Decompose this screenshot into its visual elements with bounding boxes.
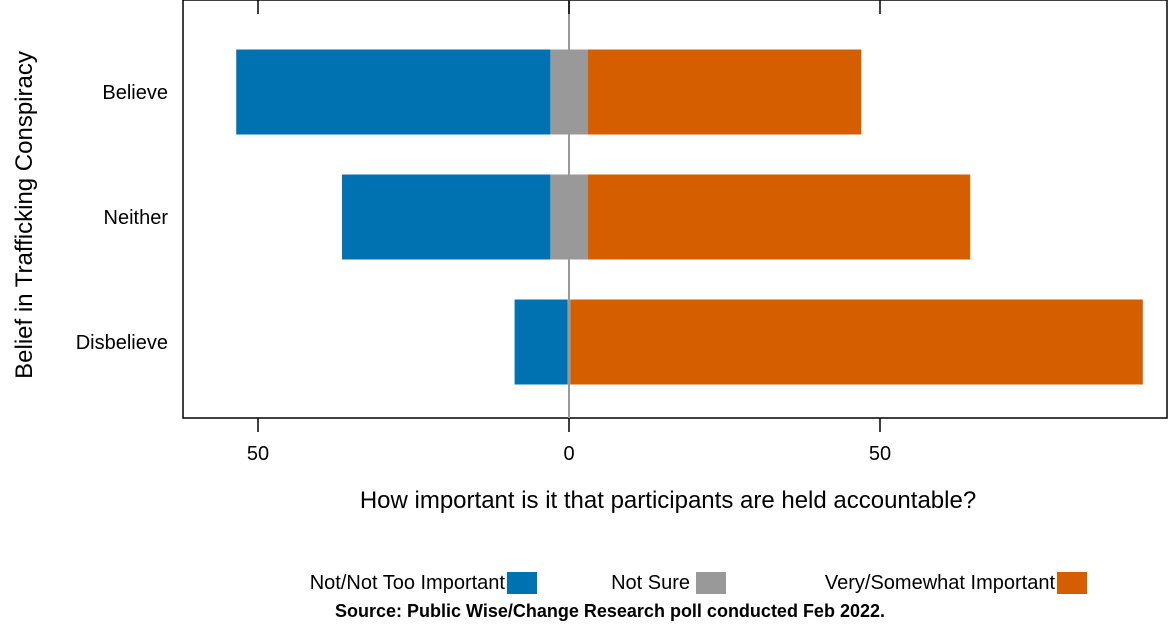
legend-swatch: [696, 572, 726, 594]
x-axis-title: How important is it that participants ar…: [360, 487, 976, 514]
legend-label: Not Sure: [611, 572, 690, 594]
category-labels: Believe Neither Disbelieve: [76, 82, 169, 354]
bars-layer: [236, 49, 1143, 385]
plot-frame: [182, 0, 1168, 419]
x-ticks: 50 0 50: [247, 0, 891, 465]
legend-swatch: [507, 572, 537, 594]
bar-important-disbelieve: [570, 299, 1143, 385]
bar-not-important-believe: [236, 49, 551, 135]
source-note: Source: Public Wise/Change Research poll…: [335, 601, 885, 621]
bar-not-important-disbelieve: [514, 299, 568, 385]
bar-not-important-neither: [341, 174, 551, 260]
y-axis-title: Belief in Trafficking Conspiracy: [11, 51, 38, 379]
bar-important-neither: [587, 174, 971, 260]
legend: Not/Not Too Important Not Sure Very/Somewh…: [310, 572, 1087, 594]
category-label: Neither: [104, 207, 169, 229]
category-label: Disbelieve: [76, 332, 168, 354]
x-tick-label: 50: [247, 443, 269, 465]
x-tick-label: 50: [869, 443, 891, 465]
legend-swatch: [1057, 572, 1087, 594]
category-label: Believe: [102, 82, 168, 104]
x-tick-label: 0: [563, 443, 574, 465]
legend-label: Very/Somewhat Important: [825, 572, 1056, 594]
legend-label: Not/Not Too Important: [310, 572, 506, 594]
bar-important-believe: [587, 49, 862, 135]
